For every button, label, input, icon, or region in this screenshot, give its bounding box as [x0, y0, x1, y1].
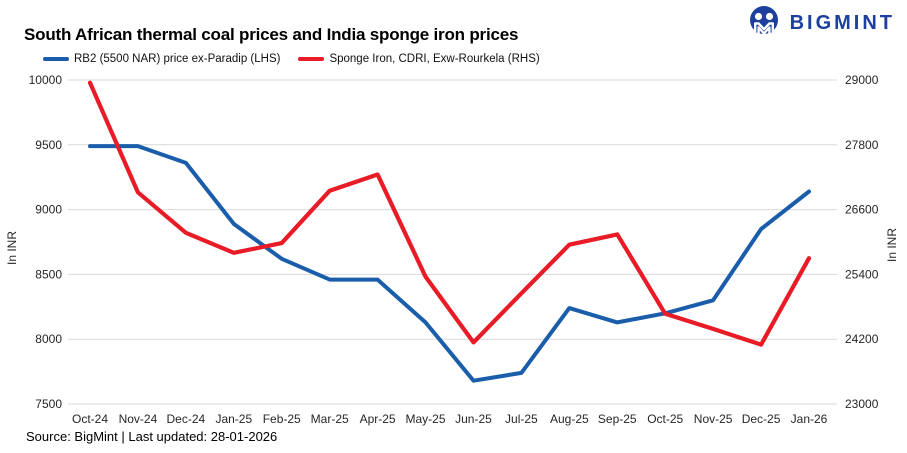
- right-axis-tick-label: 25400: [845, 267, 879, 281]
- left-axis-tick-label: 9000: [35, 203, 62, 217]
- bigmint-logo: BIGMINT: [746, 4, 895, 42]
- legend-label-rb2: RB2 (5500 NAR) price ex-Paradip (LHS): [74, 53, 281, 65]
- x-axis-tick-label: Jan-26: [791, 412, 828, 426]
- rb2-price-line: [88, 144, 811, 383]
- right-axis-tick-label: 26600: [845, 203, 879, 217]
- bigmint-logo-text: BIGMINT: [789, 11, 895, 34]
- x-axis-tick-label: Dec-24: [167, 412, 206, 426]
- left-axis-title: In INR: [5, 231, 19, 265]
- sponge-iron-line-swatch: [298, 57, 325, 61]
- left-axis-tick-label: 7500: [35, 397, 62, 411]
- left-axis-tick-label: 10000: [29, 73, 63, 87]
- left-axis-tick-label: 8500: [35, 267, 62, 281]
- source-note: Source: BigMint | Last updated: 28-01-20…: [26, 429, 278, 444]
- left-axis-tick-label: 9500: [35, 138, 62, 152]
- x-axis-tick-label: Nov-24: [119, 412, 158, 426]
- right-axis-tick-label: 23000: [845, 397, 879, 411]
- right-axis-tick-label: 27800: [845, 138, 879, 152]
- x-axis-tick-label: Apr-25: [360, 412, 396, 426]
- x-axis-tick-label: Mar-25: [311, 412, 349, 426]
- legend-item-rb2: RB2 (5500 NAR) price ex-Paradip (LHS): [43, 53, 280, 65]
- x-axis-tick-label: Aug-25: [550, 412, 589, 426]
- page-title: South African thermal coal prices and In…: [24, 25, 519, 44]
- x-axis-tick-label: Jan-25: [215, 412, 252, 426]
- right-axis-tick-label: 24200: [845, 332, 879, 346]
- legend-label-sponge-iron: Sponge Iron, CDRI, Exw-Rourkela (RHS): [329, 53, 540, 65]
- legend-item-sponge-iron: Sponge Iron, CDRI, Exw-Rourkela (RHS): [298, 53, 540, 65]
- x-axis-tick-label: Jun-25: [455, 412, 492, 426]
- x-axis-tick-label: Nov-25: [694, 412, 733, 426]
- bigmint-logo-icon: [749, 6, 778, 36]
- x-axis-tick-label: Dec-25: [742, 412, 781, 426]
- right-axis-title: In INR: [885, 228, 899, 262]
- x-axis-tick-label: Oct-25: [647, 412, 683, 426]
- left-axis-tick-label: 8000: [35, 332, 62, 346]
- chart-legend: RB2 (5500 NAR) price ex-Paradip (LHS) Sp…: [43, 53, 540, 65]
- sponge-iron-price-line: [87, 80, 812, 347]
- x-axis-tick-label: Oct-24: [72, 412, 108, 426]
- rb2-line-swatch: [43, 57, 69, 61]
- right-axis-tick-label: 29000: [845, 73, 879, 87]
- x-axis-tick-label: Jul-25: [505, 412, 538, 426]
- x-axis-tick-label: May-25: [406, 412, 446, 426]
- x-axis-tick-label: Feb-25: [263, 412, 301, 426]
- x-axis-tick-label: Sep-25: [598, 412, 637, 426]
